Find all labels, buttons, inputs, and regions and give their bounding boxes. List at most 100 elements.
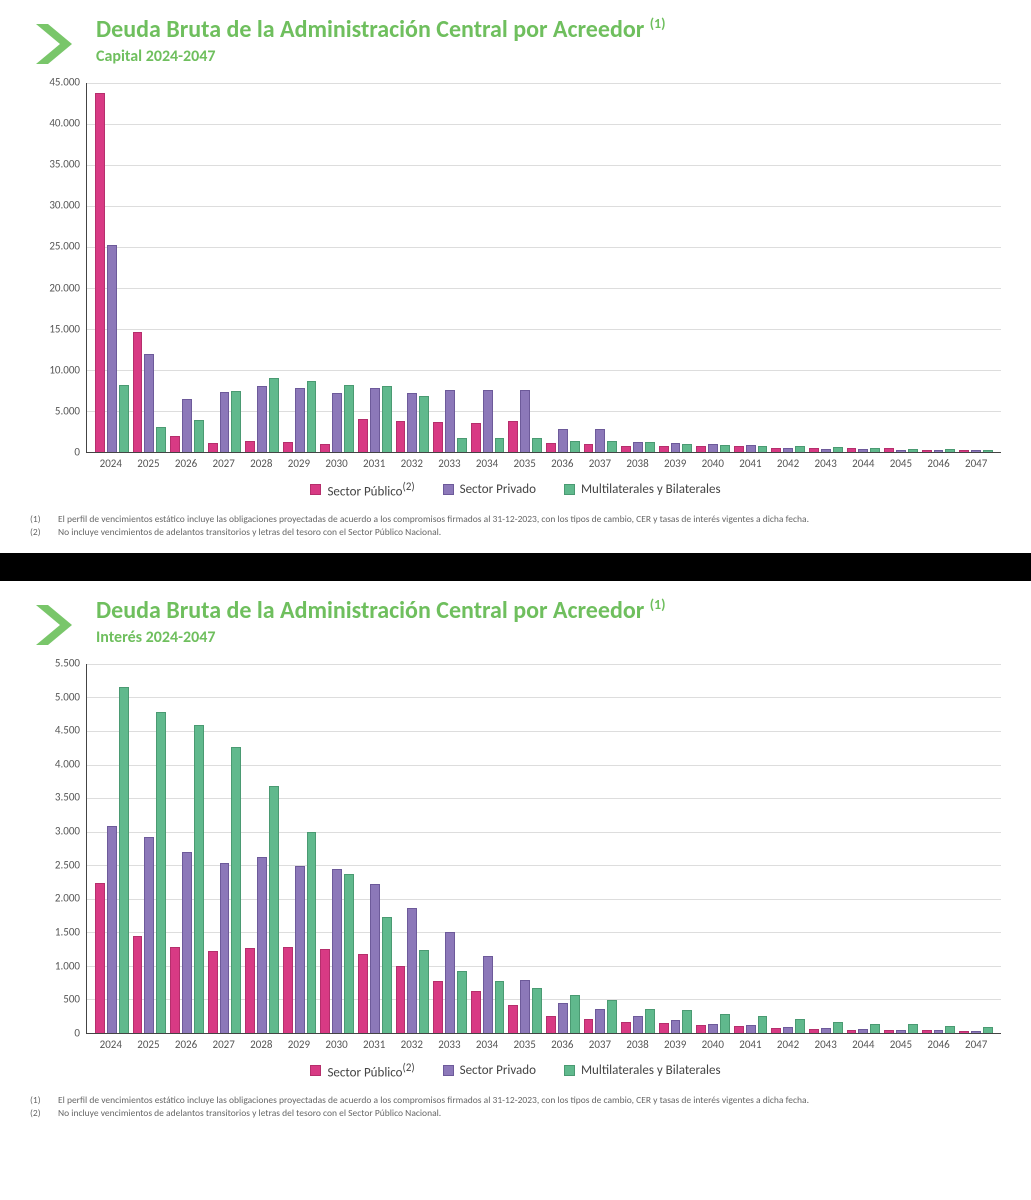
chart-subtitle: Interés 2024-2047 xyxy=(96,628,1001,647)
bar-publico xyxy=(696,446,706,452)
bar-group xyxy=(170,664,204,1033)
bar-publico xyxy=(471,423,481,452)
bar-group xyxy=(245,83,279,452)
footnotes: (1)El perfil de vencimientos estático in… xyxy=(30,1094,1001,1120)
bar-publico xyxy=(922,450,932,452)
bar-group xyxy=(771,83,805,452)
y-axis: 5.5005.0004.5004.0003.5003.0002.5002.000… xyxy=(30,664,86,1034)
bar-publico xyxy=(508,421,518,452)
x-tick-label: 2046 xyxy=(922,453,956,470)
bar-group xyxy=(358,664,392,1033)
bar-multi xyxy=(269,786,279,1033)
footnote: (1)El perfil de vencimientos estático in… xyxy=(30,513,1001,526)
bar-privado xyxy=(182,852,192,1033)
bar-multi xyxy=(795,1019,805,1033)
bar-group xyxy=(396,83,430,452)
legend-item-privado: Sector Privado xyxy=(443,480,536,499)
bar-group xyxy=(133,664,167,1033)
bar-multi xyxy=(495,438,505,452)
x-tick-label: 2045 xyxy=(884,1034,918,1051)
bar-multi xyxy=(795,446,805,452)
bar-group xyxy=(433,83,467,452)
bar-publico xyxy=(133,332,143,452)
bar-multi xyxy=(307,832,317,1033)
bar-multi xyxy=(983,450,993,452)
bar-publico xyxy=(396,421,406,452)
bar-group xyxy=(508,664,542,1033)
bar-privado xyxy=(144,837,154,1033)
bar-publico xyxy=(659,1023,669,1033)
legend-swatch xyxy=(310,484,321,495)
bar-publico xyxy=(508,1005,518,1033)
bar-multi xyxy=(344,874,354,1033)
bar-privado xyxy=(107,245,117,452)
bar-privado xyxy=(595,1009,605,1033)
bar-privado xyxy=(633,1016,643,1033)
bar-privado xyxy=(445,390,455,452)
bar-publico xyxy=(358,419,368,452)
bar-multi xyxy=(156,427,166,452)
bar-privado xyxy=(934,1030,944,1033)
bar-publico xyxy=(320,444,330,452)
x-tick-label: 2044 xyxy=(847,1034,881,1051)
bar-publico xyxy=(170,436,180,452)
bar-group xyxy=(471,83,505,452)
bar-privado xyxy=(220,392,230,452)
x-tick-label: 2028 xyxy=(245,1034,279,1051)
x-tick-label: 2028 xyxy=(245,453,279,470)
x-tick-label: 2034 xyxy=(470,1034,504,1051)
legend-item-publico: Sector Público(2) xyxy=(310,1061,414,1080)
chart-title: Deuda Bruta de la Administración Central… xyxy=(96,597,1001,626)
bar-publico xyxy=(433,981,443,1033)
x-tick-label: 2047 xyxy=(959,453,993,470)
bar-group xyxy=(621,83,655,452)
bar-multi xyxy=(908,1024,918,1033)
x-tick-label: 2045 xyxy=(884,453,918,470)
x-tick-label: 2027 xyxy=(207,1034,241,1051)
bar-privado xyxy=(934,450,944,452)
x-tick-label: 2025 xyxy=(132,1034,166,1051)
bar-multi xyxy=(720,445,730,452)
x-tick-label: 2038 xyxy=(621,1034,655,1051)
x-tick-label: 2033 xyxy=(433,453,467,470)
bar-multi xyxy=(682,444,692,452)
legend-label: Sector Privado xyxy=(460,1063,536,1078)
bar-privado xyxy=(332,869,342,1033)
bar-multi xyxy=(382,386,392,452)
bar-publico xyxy=(621,1022,631,1033)
legend-swatch xyxy=(443,1065,454,1076)
bar-publico xyxy=(283,442,293,452)
bar-group xyxy=(809,83,843,452)
bar-multi xyxy=(457,971,467,1033)
bar-group xyxy=(283,83,317,452)
bar-privado xyxy=(858,449,868,452)
bar-multi xyxy=(457,438,467,452)
bar-multi xyxy=(495,981,505,1033)
bar-group xyxy=(170,83,204,452)
bar-publico xyxy=(584,444,594,452)
bar-publico xyxy=(696,1025,706,1033)
bar-publico xyxy=(546,1016,556,1033)
bar-publico xyxy=(734,1026,744,1033)
x-tick-label: 2035 xyxy=(508,453,542,470)
bar-publico xyxy=(922,1030,932,1033)
chart-panel-interes: Deuda Bruta de la Administración Central… xyxy=(0,581,1031,1134)
bar-publico xyxy=(847,448,857,452)
bar-group xyxy=(847,664,881,1033)
bar-privado xyxy=(708,444,718,452)
x-tick-label: 2043 xyxy=(809,453,843,470)
legend-swatch xyxy=(310,1065,321,1076)
legend-swatch xyxy=(564,484,575,495)
bar-group xyxy=(696,664,730,1033)
footnote: (2)No incluye vencimientos de adelantos … xyxy=(30,526,1001,539)
bar-multi xyxy=(231,391,241,452)
bar-group xyxy=(884,664,918,1033)
bar-publico xyxy=(959,1031,969,1033)
bar-group xyxy=(208,664,242,1033)
bar-multi xyxy=(532,988,542,1033)
bar-multi xyxy=(382,917,392,1033)
bar-group xyxy=(208,83,242,452)
plot-area xyxy=(86,83,1001,453)
bar-group xyxy=(734,664,768,1033)
bar-group xyxy=(959,664,993,1033)
